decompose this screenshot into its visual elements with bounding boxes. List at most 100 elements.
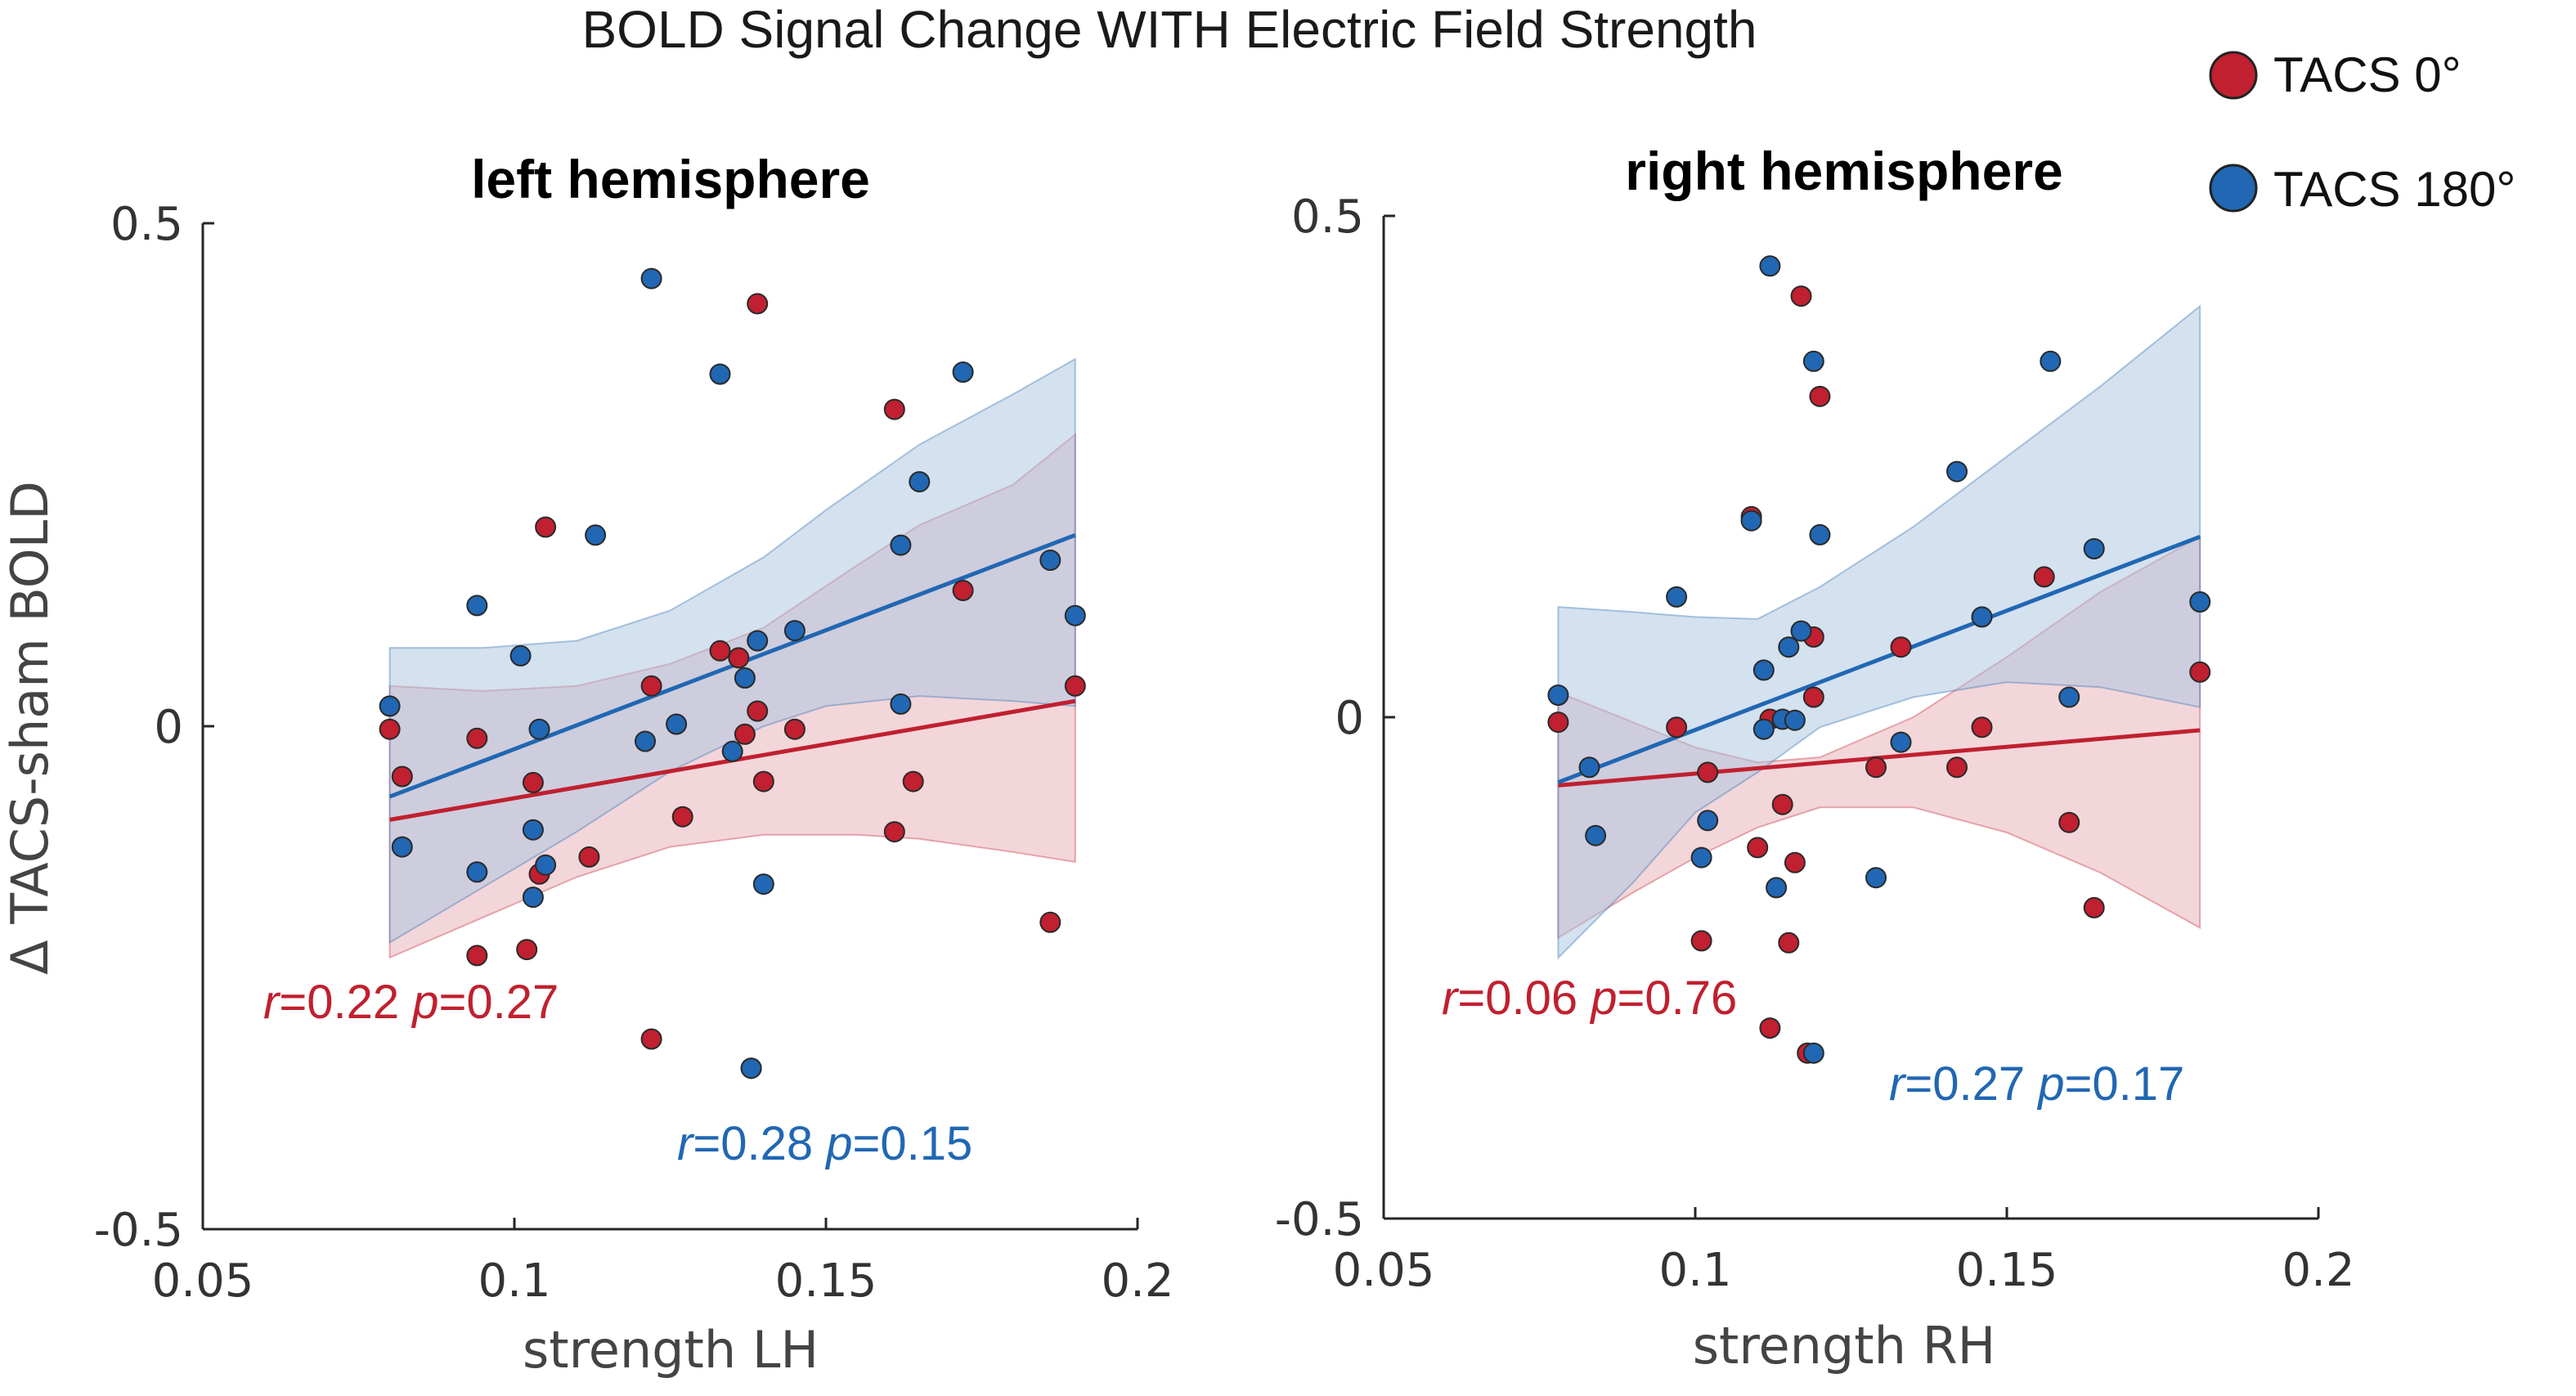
y-tick-label: 0.5 xyxy=(110,198,183,251)
stats-label-tacs-0-right: r=0.06 p=0.76 xyxy=(1442,972,1737,1025)
data-point-tacs-0 xyxy=(1971,716,1993,738)
x-tick-label: 0.15 xyxy=(1956,1244,2058,1297)
data-point-tacs-180 xyxy=(2083,538,2105,559)
confidence-band-tacs-180-right xyxy=(1557,304,2201,960)
data-point-tacs-0 xyxy=(1697,761,1719,783)
data-point-tacs-180 xyxy=(535,854,557,876)
data-point-tacs-180 xyxy=(2189,591,2211,613)
data-point-tacs-180 xyxy=(1697,810,1719,832)
y-tick-label: 0 xyxy=(1335,692,1364,745)
y-tick-label: 0.5 xyxy=(1291,191,1364,244)
data-point-tacs-180 xyxy=(635,730,656,752)
data-point-tacs-0 xyxy=(1946,756,1968,779)
stats-label-tacs-180-left: r=0.28 p=0.15 xyxy=(677,1117,972,1170)
x-tick-label: 0.05 xyxy=(1333,1244,1435,1297)
data-point-tacs-0 xyxy=(1784,851,1806,873)
data-point-tacs-180 xyxy=(509,644,532,667)
data-point-tacs-180 xyxy=(1666,586,1688,608)
data-point-tacs-0 xyxy=(535,516,557,538)
x-tick-label: 0.1 xyxy=(478,1255,550,1308)
data-point-tacs-180 xyxy=(1585,824,1607,846)
data-point-tacs-180 xyxy=(1740,509,1762,532)
data-point-tacs-180 xyxy=(890,534,912,556)
data-point-tacs-0 xyxy=(952,580,974,601)
data-point-tacs-0 xyxy=(747,700,769,722)
data-point-tacs-0 xyxy=(752,770,774,792)
data-point-tacs-0 xyxy=(1690,930,1712,952)
data-point-tacs-180 xyxy=(528,718,550,740)
data-point-tacs-0 xyxy=(2058,811,2080,833)
data-point-tacs-180 xyxy=(909,471,931,493)
data-point-tacs-180 xyxy=(952,361,974,383)
data-point-tacs-180 xyxy=(522,819,544,841)
data-point-tacs-180 xyxy=(752,873,774,896)
data-point-tacs-180 xyxy=(1752,659,1775,681)
data-point-tacs-0 xyxy=(2083,896,2105,918)
data-point-tacs-180 xyxy=(1752,718,1775,740)
data-point-tacs-0 xyxy=(391,765,413,788)
x-axis-label-left: strength LH xyxy=(523,1320,819,1380)
data-point-tacs-0 xyxy=(640,675,662,697)
data-point-tacs-180 xyxy=(1690,846,1712,869)
data-point-tacs-0 xyxy=(516,939,538,961)
legend-label-tacs-180: TACS 180° xyxy=(2273,162,2515,217)
data-point-tacs-0 xyxy=(902,770,924,792)
data-point-tacs-0 xyxy=(379,718,401,740)
data-point-tacs-180 xyxy=(1790,620,1812,642)
data-point-tacs-180 xyxy=(1778,636,1800,658)
left-hemisphere-panel: left hemisphere strength LH 0.05 0.1 0.15 0… xyxy=(94,149,1174,1380)
data-point-tacs-0 xyxy=(671,806,693,828)
data-point-tacs-0 xyxy=(1666,716,1688,738)
data-point-tacs-0 xyxy=(1809,385,1831,407)
x-tick-label: 0.05 xyxy=(152,1255,254,1308)
data-point-tacs-0 xyxy=(747,293,769,315)
legend-marker-tacs-0 xyxy=(2209,51,2258,100)
data-point-tacs-180 xyxy=(1971,606,1993,628)
data-point-tacs-180 xyxy=(1578,756,1600,779)
fit-line-tacs-180-right xyxy=(1557,534,2201,785)
data-point-tacs-0 xyxy=(883,821,905,843)
data-point-tacs-180 xyxy=(740,1057,762,1080)
data-point-tacs-0 xyxy=(578,846,600,868)
data-point-tacs-180 xyxy=(1039,550,1061,571)
data-point-tacs-180 xyxy=(709,363,731,385)
data-point-tacs-180 xyxy=(783,620,806,642)
data-point-tacs-0 xyxy=(640,1028,662,1050)
data-point-tacs-0 xyxy=(728,647,750,669)
x-tick-label: 0.2 xyxy=(2282,1244,2354,1297)
data-point-tacs-0 xyxy=(466,945,488,967)
y-axis-label: Δ TACS-sham BOLD xyxy=(0,481,60,975)
x-tick-label: 0.15 xyxy=(775,1255,877,1308)
data-point-tacs-0 xyxy=(1865,756,1887,779)
y-tick-label: -0.5 xyxy=(94,1204,183,1257)
data-point-tacs-180 xyxy=(1865,867,1887,889)
data-point-tacs-0 xyxy=(783,718,806,740)
legend-marker-tacs-180 xyxy=(2209,164,2258,213)
legend: TACS 0° TACS 180° xyxy=(2209,47,2515,217)
data-point-tacs-180 xyxy=(747,630,769,652)
data-point-tacs-180 xyxy=(1946,460,1968,483)
y-tick-label: -0.5 xyxy=(1275,1193,1364,1246)
data-point-tacs-0 xyxy=(1759,1017,1781,1039)
data-point-tacs-180 xyxy=(721,740,743,762)
right-hemisphere-panel: right hemisphere strength RH 0.05 0.1 0.15… xyxy=(1275,141,2355,1376)
data-point-tacs-180 xyxy=(640,267,662,290)
data-point-tacs-0 xyxy=(734,723,756,745)
data-point-tacs-180 xyxy=(1547,685,1569,706)
data-point-tacs-0 xyxy=(2033,566,2055,588)
data-point-tacs-0 xyxy=(1890,636,1912,658)
data-point-tacs-180 xyxy=(2040,350,2062,372)
data-point-tacs-0 xyxy=(1771,793,1793,815)
data-point-tacs-0 xyxy=(709,640,731,662)
data-point-tacs-180 xyxy=(666,713,688,735)
data-point-tacs-180 xyxy=(585,524,607,546)
data-point-tacs-0 xyxy=(466,727,488,749)
data-point-tacs-180 xyxy=(1802,350,1824,372)
data-point-tacs-180 xyxy=(734,667,756,689)
panel-title-right: right hemisphere xyxy=(1625,141,2062,201)
x-tick-label: 0.1 xyxy=(1658,1244,1731,1297)
panel-title-left: left hemisphere xyxy=(471,149,870,209)
data-point-tacs-180 xyxy=(890,693,912,715)
data-point-tacs-0 xyxy=(522,771,544,793)
